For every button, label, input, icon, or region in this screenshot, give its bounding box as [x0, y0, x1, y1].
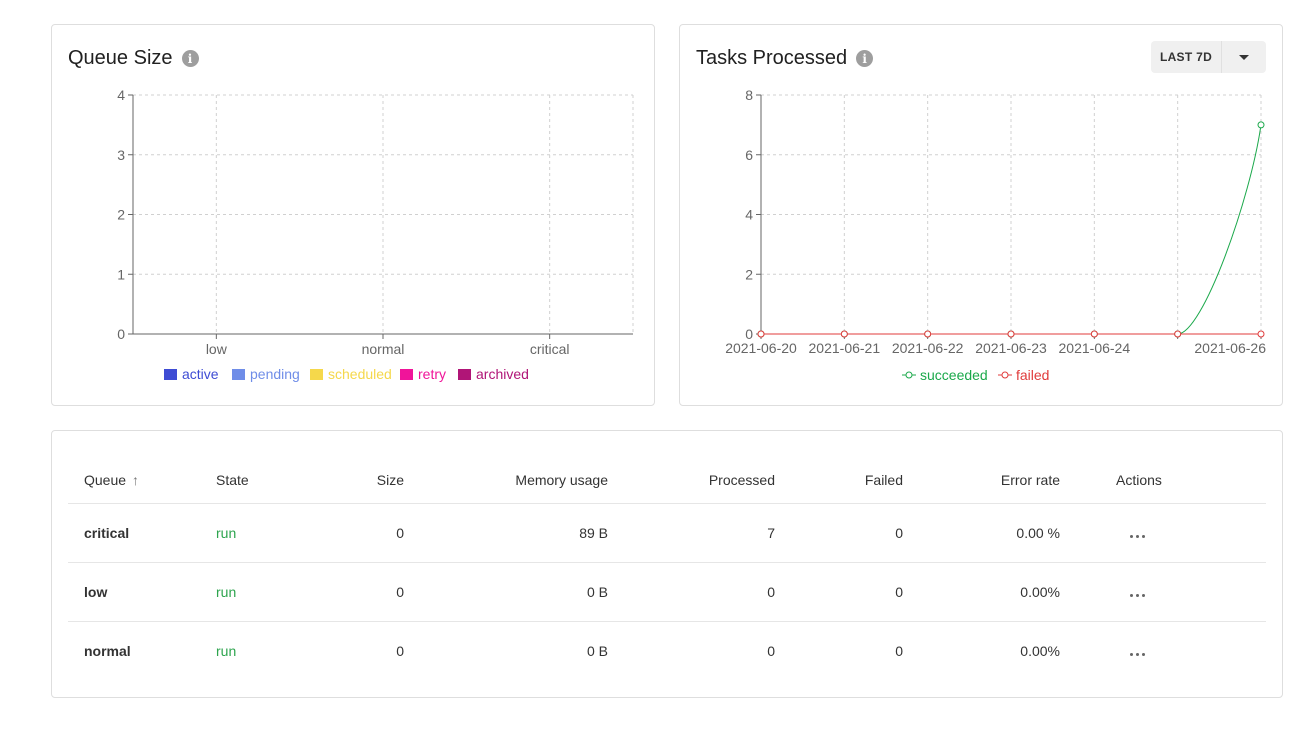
queue-state: run: [216, 643, 237, 659]
queue-name[interactable]: low: [68, 562, 200, 622]
y-tick-label: 6: [745, 147, 753, 163]
table-row[interactable]: critical run 0 89 B 7 0 0.00 %: [68, 503, 1266, 563]
table-row[interactable]: normal run 0 0 B 0 0 0.00%: [68, 622, 1266, 681]
x-tick-label: 2021-06-23: [975, 340, 1047, 356]
y-tick-label: 0: [117, 326, 125, 342]
y-tick-label: 0: [745, 326, 753, 342]
y-tick-label: 2: [745, 266, 753, 282]
queue-processed: 0: [767, 643, 775, 659]
queue-failed: 0: [791, 562, 919, 622]
queue-size-title-row: Queue Size i: [68, 47, 199, 70]
queue-size-chart: 0 1 2 3 4 low normal critical active pending sched…: [117, 87, 634, 382]
legend-swatch: [458, 369, 471, 380]
queue-name[interactable]: normal: [84, 643, 131, 659]
queue-processed: 0: [624, 562, 791, 622]
queue-memory: 0 B: [420, 562, 624, 622]
y-tick-label: 8: [745, 87, 753, 103]
more-horiz-icon[interactable]: [1126, 531, 1149, 542]
more-horiz-icon[interactable]: [1126, 590, 1149, 601]
queue-state: run: [200, 562, 310, 622]
data-point: [757, 330, 765, 338]
header-size[interactable]: Size: [310, 457, 420, 504]
data-point: [1174, 330, 1182, 338]
header-failed[interactable]: Failed: [791, 457, 919, 504]
data-point: [1257, 330, 1265, 338]
header-queue[interactable]: Queue ↑: [68, 457, 200, 504]
queue-name[interactable]: critical: [68, 503, 200, 563]
y-tick-label: 2: [117, 207, 125, 223]
x-tick-label: low: [206, 341, 228, 357]
more-horiz-icon[interactable]: [1126, 649, 1149, 660]
range-dropdown-button[interactable]: [1222, 41, 1266, 73]
legend-swatch: [164, 369, 177, 380]
tasks-processed-chart: 0 2 4 6 8 2021-06-20 2021-06-21 2021-06-22 2021-…: [725, 87, 1266, 383]
y-tick-label: 4: [745, 207, 753, 223]
y-tick-label: 1: [117, 266, 125, 282]
info-icon[interactable]: i: [856, 50, 874, 67]
queue-actions: [1076, 562, 1266, 622]
queue-size-card: Queue Size i 0 1 2 3 4 low normal critical activ…: [51, 24, 655, 406]
legend-label: scheduled: [328, 366, 392, 382]
legend-swatch: [310, 369, 323, 380]
header-memory[interactable]: Memory usage: [420, 457, 624, 504]
queue-memory: 89 B: [420, 503, 624, 563]
x-tick-label: 2021-06-22: [892, 340, 964, 356]
queue-size: 0: [396, 643, 404, 659]
x-tick-label: 2021-06-20: [725, 340, 797, 356]
legend-label: retry: [418, 366, 446, 382]
table-row[interactable]: low run 0 0 B 0 0 0.00%: [68, 562, 1266, 622]
legend-label: archived: [476, 366, 529, 382]
x-tick-label: 2021-06-24: [1059, 340, 1131, 356]
range-button[interactable]: LAST 7D: [1151, 41, 1222, 73]
queue-error-rate: 0.00%: [919, 562, 1076, 622]
queue-memory: 0 B: [586, 643, 608, 659]
queue-error-rate: 0.00 %: [919, 503, 1076, 563]
legend-swatch: [400, 369, 413, 380]
x-tick-label: critical: [530, 341, 570, 357]
y-tick-label: 4: [117, 87, 125, 103]
legend-marker: [905, 371, 913, 379]
header-state[interactable]: State: [200, 457, 310, 504]
tasks-processed-card: Tasks Processed i LAST 7D 0 2 4 6 8 2021-06-2…: [679, 24, 1283, 406]
x-tick-label: 2021-06-26: [1194, 340, 1266, 356]
legend-marker: [1001, 371, 1009, 379]
queue-processed: 7: [624, 503, 791, 563]
data-point: [840, 330, 848, 338]
queue-failed: 0: [895, 643, 903, 659]
queue-actions: [1076, 622, 1266, 681]
x-tick-label: 2021-06-21: [809, 340, 881, 356]
data-point: [1007, 330, 1015, 338]
header-processed[interactable]: Processed: [624, 457, 791, 504]
y-tick-label: 3: [117, 147, 125, 163]
table-header-row: Queue ↑ State Size Memory usage Processed…: [68, 457, 1266, 504]
legend-swatch: [232, 369, 245, 380]
queue-size: 0: [310, 562, 420, 622]
queue-actions: [1076, 503, 1266, 563]
arrow-up-icon[interactable]: ↑: [132, 472, 140, 488]
legend-label: succeeded: [920, 367, 988, 383]
x-tick-label: normal: [362, 341, 405, 357]
info-icon[interactable]: i: [181, 50, 199, 67]
queue-failed: 0: [791, 503, 919, 563]
legend-label: failed: [1016, 367, 1049, 383]
header-error-rate[interactable]: Error rate: [919, 457, 1076, 504]
data-point: [1090, 330, 1098, 338]
queues-table-card: Queue ↑ State Size Memory usage Processed…: [51, 430, 1283, 698]
legend-label: pending: [250, 366, 300, 382]
range-button-group: LAST 7D: [1151, 41, 1266, 73]
queue-size-title: Queue Size: [68, 47, 173, 69]
queue-error-rate: 0.00%: [1020, 643, 1060, 659]
legend-label: active: [182, 366, 219, 382]
data-point: [924, 330, 932, 338]
queue-state: run: [200, 503, 310, 563]
tasks-processed-title: Tasks Processed: [696, 47, 848, 69]
caret-down-icon: [1239, 54, 1249, 60]
header-queue-label: Queue: [84, 472, 127, 488]
data-point: [1257, 121, 1265, 129]
header-actions: Actions: [1076, 457, 1266, 504]
queues-table: Queue ↑ State Size Memory usage Processed…: [68, 457, 1266, 680]
tasks-processed-title-row: Tasks Processed i: [696, 47, 874, 70]
queue-size: 0: [310, 503, 420, 563]
